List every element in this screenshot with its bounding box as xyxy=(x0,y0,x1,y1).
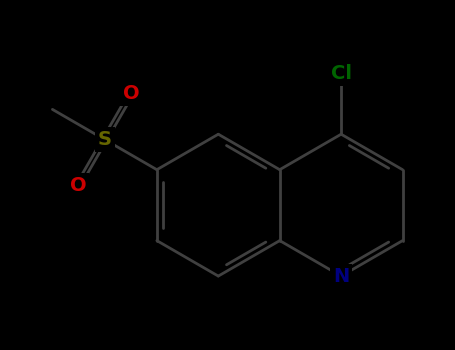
Text: O: O xyxy=(70,176,86,195)
Text: N: N xyxy=(333,267,349,286)
Text: S: S xyxy=(98,130,111,149)
Text: Cl: Cl xyxy=(331,64,352,83)
Text: O: O xyxy=(123,84,140,103)
